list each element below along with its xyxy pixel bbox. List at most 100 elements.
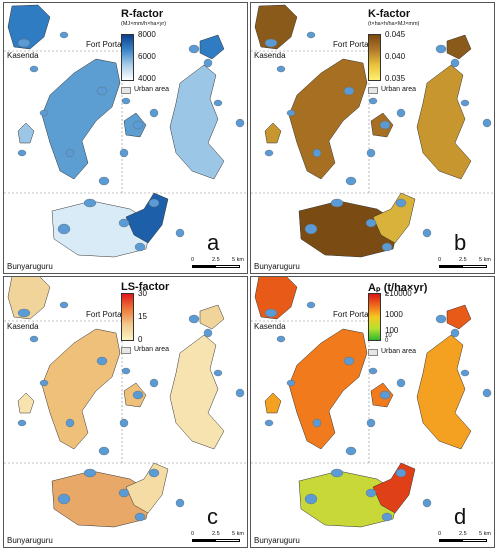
urban-area-patch xyxy=(379,390,391,400)
terrain-polygon xyxy=(7,4,51,50)
legend-title: Aₚ (t/ha×yr) xyxy=(368,282,428,294)
urban-area-patch xyxy=(134,242,146,252)
panel-letter: b xyxy=(454,230,467,255)
scale-bar xyxy=(439,265,487,268)
terrain-polygon xyxy=(264,392,282,414)
terrain-polygon xyxy=(298,200,400,258)
urban-area-patch xyxy=(286,379,296,387)
map-canvas xyxy=(4,4,247,258)
scale-label: 0 xyxy=(438,531,442,537)
urban-area-patch xyxy=(435,44,447,54)
legend-tick: 1000 xyxy=(385,310,403,319)
urban-area-patch xyxy=(132,120,144,130)
urban-area-swatch xyxy=(121,347,131,354)
urban-area-patch xyxy=(365,488,377,498)
terrain-polygon xyxy=(446,304,472,330)
legend-tick: 100 xyxy=(385,326,399,335)
region-lines xyxy=(4,50,247,194)
terrain-polygon xyxy=(298,470,400,528)
urban-area-patch xyxy=(343,86,355,96)
urban-area-patch xyxy=(29,65,39,73)
urban-area-patch xyxy=(39,379,49,387)
legend-tick: 0.035 xyxy=(385,74,406,83)
town-label-bunyaruguru: Bunyaruguru xyxy=(7,262,53,271)
urban-area-patch xyxy=(213,99,223,107)
legend-title: K-factor xyxy=(368,8,411,20)
urban-area-patch xyxy=(98,176,110,186)
panel-d-soil-loss-map: Kasenda Fort Portal Bunyaruguru Aₚ (t/ha… xyxy=(250,276,495,548)
terrain-polygon xyxy=(7,277,51,320)
urban-area-patch xyxy=(203,328,213,338)
legend-tick: ≥10000 xyxy=(385,289,412,298)
urban-area-patch xyxy=(83,468,97,478)
scale-label: 5 km xyxy=(232,531,244,537)
urban-area-patch xyxy=(203,58,213,68)
map-canvas xyxy=(4,277,247,528)
legend-tick: 0 xyxy=(138,335,143,344)
town-label-kasenda: Kasenda xyxy=(7,322,39,331)
urban-area-patch xyxy=(304,223,318,235)
urban-area-patch xyxy=(118,488,130,498)
urban-area-patch xyxy=(368,367,378,375)
terrain-polygon xyxy=(169,64,225,180)
urban-area-patch xyxy=(17,308,31,318)
legend-title: LS-factor xyxy=(121,281,170,293)
panel-letter: c xyxy=(207,504,218,529)
urban-area-patch xyxy=(304,493,318,505)
urban-area-patch xyxy=(345,176,357,186)
terrain-polygon xyxy=(264,122,282,144)
urban-area-patch xyxy=(365,218,377,228)
region-lines xyxy=(251,320,494,464)
urban-area-patch xyxy=(121,97,131,105)
urban-area-patch xyxy=(119,418,129,428)
scale-label: 0 xyxy=(191,531,195,537)
urban-area-patch xyxy=(482,118,492,128)
legend-colorbar xyxy=(121,34,134,81)
terrain-polygon xyxy=(169,334,225,450)
scale-label: 2.5 xyxy=(212,531,220,537)
legend-colorbar xyxy=(368,34,381,81)
terrain-polygon xyxy=(446,34,472,60)
terrain-polygon xyxy=(17,122,35,144)
urban-area-patch xyxy=(188,314,200,324)
panel-c-ls-factor-map: Kasenda Fort Portal Bunyaruguru LS-facto… xyxy=(3,276,248,548)
urban-area-patch xyxy=(482,388,492,398)
town-label-fort-portal: Fort Portal xyxy=(333,310,371,319)
urban-area-swatch xyxy=(368,87,378,94)
urban-area-label: Urban area xyxy=(381,348,417,355)
urban-area-patch xyxy=(148,198,160,208)
urban-area-patch xyxy=(450,328,460,338)
panel-b-k-factor-map: Kasenda Fort Portal Bunyaruguru K-factor… xyxy=(250,2,495,274)
urban-area-patch xyxy=(98,446,110,456)
scale-label: 0 xyxy=(191,257,195,263)
urban-area-patch xyxy=(395,468,407,478)
urban-area-patch xyxy=(396,378,406,388)
urban-area-patch xyxy=(276,65,286,73)
legend-tick: 6000 xyxy=(138,52,156,61)
urban-areas xyxy=(17,301,245,522)
terrain-polygon xyxy=(416,64,472,180)
scale-label: 5 km xyxy=(479,257,491,263)
urban-areas xyxy=(264,31,492,252)
scale-label: 2.5 xyxy=(459,257,467,263)
scale-label: 5 km xyxy=(232,257,244,263)
urban-area-patch xyxy=(306,31,316,39)
urban-area-patch xyxy=(96,356,108,366)
urban-area-patch xyxy=(65,148,75,158)
urban-area-patch xyxy=(121,367,131,375)
urban-area-patch xyxy=(381,512,393,522)
terrain-polygon xyxy=(288,328,368,450)
urban-area-patch xyxy=(276,335,286,343)
scale-label: 2.5 xyxy=(459,531,467,537)
urban-area-patch xyxy=(379,120,391,130)
legend-units: (t×ha×h/ha×MJ×mm) xyxy=(368,21,420,27)
urban-area-patch xyxy=(149,108,159,118)
urban-area-patch xyxy=(83,198,97,208)
urban-area-patch xyxy=(148,468,160,478)
town-label-kasenda: Kasenda xyxy=(7,51,39,60)
urban-area-patch xyxy=(57,223,71,235)
legend-colorbar xyxy=(121,293,134,341)
scale-label: 0 xyxy=(438,257,442,263)
urban-area-patch xyxy=(17,419,27,427)
terrain-polygon xyxy=(41,328,121,450)
